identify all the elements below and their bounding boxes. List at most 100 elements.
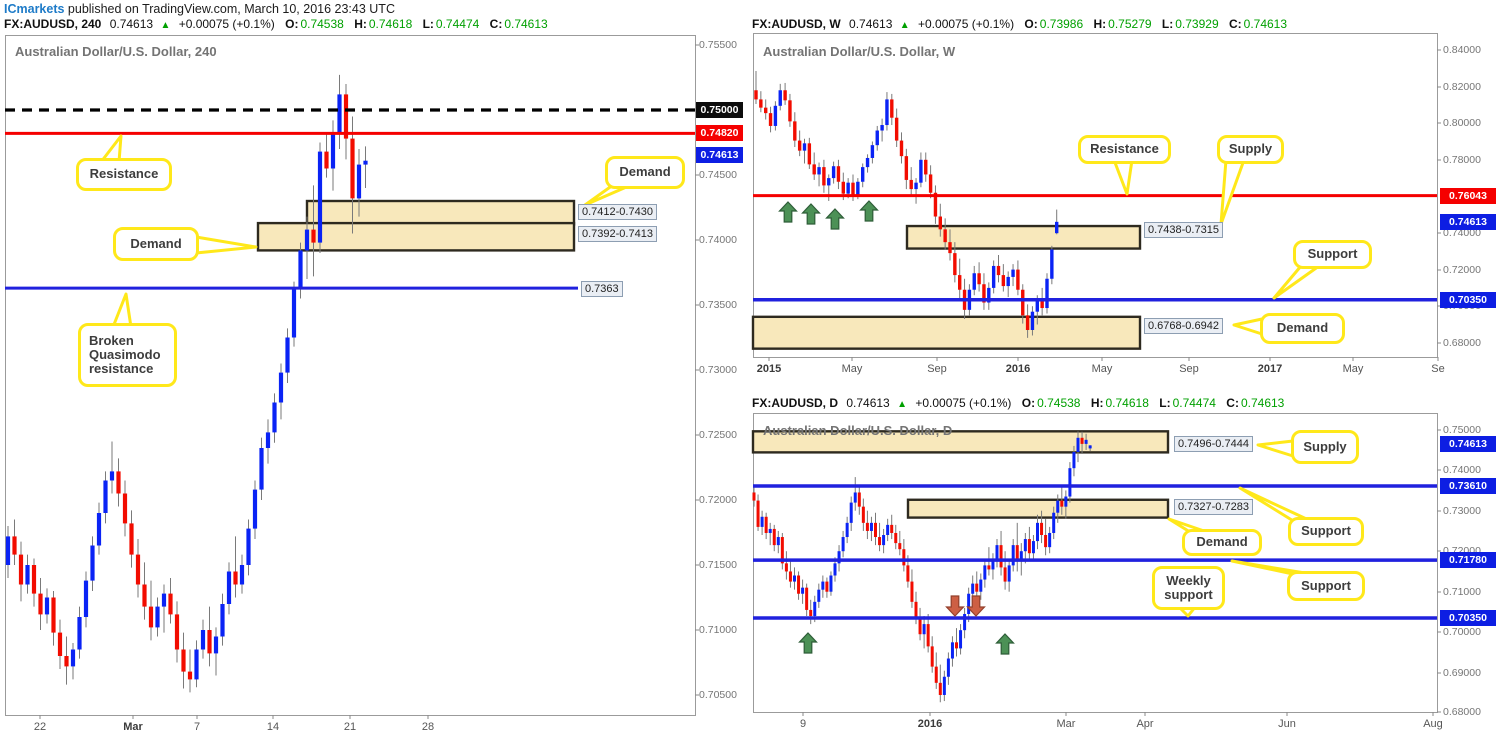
candle-down: [764, 516, 768, 533]
up-arrow-marker: [778, 201, 798, 223]
candle-up: [882, 535, 886, 546]
candle-down: [1044, 535, 1048, 548]
candle-up: [971, 583, 975, 594]
candle-up: [1068, 468, 1072, 497]
candle-down: [116, 471, 121, 494]
candle-up: [285, 337, 290, 373]
candle-up: [25, 565, 30, 585]
candle-up: [987, 287, 991, 303]
candle-up: [841, 537, 845, 552]
candle-up: [821, 581, 825, 590]
candle-down: [890, 524, 894, 533]
chart-d: [751, 413, 1441, 716]
candle-up: [226, 571, 232, 604]
candle-up: [853, 492, 857, 503]
candle-up: [1006, 276, 1010, 287]
candle-up: [103, 480, 108, 513]
candle-down: [865, 522, 869, 531]
candle-down: [38, 593, 43, 615]
candle-down: [928, 174, 933, 193]
candle-up: [914, 182, 918, 190]
candle-up: [70, 649, 76, 667]
candle-up: [1048, 532, 1052, 548]
candle-down: [142, 584, 147, 607]
candle-up: [837, 551, 841, 564]
candle-up: [827, 178, 831, 186]
candle-down: [918, 618, 922, 635]
candle-up: [1019, 551, 1023, 562]
up-arrow-marker: [825, 208, 845, 230]
candle-down: [1001, 275, 1006, 287]
candle-up: [801, 587, 805, 594]
up-arrow-marker: [798, 632, 818, 654]
candle-down: [906, 565, 910, 582]
candle-up: [330, 133, 336, 169]
candle-down: [1025, 315, 1030, 330]
down-arrow-marker: [945, 595, 965, 617]
candle-up: [278, 372, 284, 403]
candle-up: [979, 579, 983, 592]
candle-up: [363, 160, 368, 165]
candle-down: [924, 159, 928, 175]
candle-up: [1052, 512, 1056, 533]
candle-down: [809, 609, 813, 617]
candle-up: [773, 105, 778, 126]
candle-down: [797, 575, 801, 594]
candle-up: [991, 265, 996, 288]
candle-up: [817, 167, 821, 175]
candle-up: [946, 658, 950, 677]
candle-up: [265, 432, 271, 448]
candle-down: [343, 94, 349, 139]
candle-up: [317, 151, 323, 243]
candle-down: [174, 614, 180, 650]
candle-down: [754, 90, 758, 100]
candle-down: [1003, 567, 1007, 582]
candle-down: [783, 90, 787, 101]
candle-up: [870, 145, 875, 158]
candle-down: [759, 99, 763, 108]
candle-up: [1056, 500, 1060, 513]
candle-up: [865, 157, 870, 168]
supply-zone-0.7496-0.7444: [751, 430, 1170, 454]
candle-down: [784, 563, 788, 572]
candle-up: [1076, 437, 1080, 452]
candle-down: [148, 606, 154, 628]
candle-up: [291, 289, 297, 338]
candle-down: [874, 522, 877, 538]
candle-up: [239, 565, 245, 585]
candle-down: [324, 151, 329, 169]
candle-down: [1016, 269, 1020, 290]
candle-down: [914, 601, 918, 619]
demand-zone-0.6768-0.6942: [751, 315, 1142, 350]
candle-up: [967, 593, 971, 614]
candle-down: [57, 632, 63, 656]
candle-up: [833, 563, 837, 576]
candle-up: [829, 575, 833, 592]
candle-down: [910, 581, 914, 602]
candle-up: [983, 565, 987, 580]
candle-down: [975, 583, 979, 592]
candle-up: [1007, 565, 1011, 582]
candle-up: [942, 676, 946, 695]
candle-down: [64, 656, 69, 667]
candle-up: [1088, 445, 1092, 449]
candle-down: [793, 121, 797, 141]
candle-up: [194, 649, 199, 680]
candle-up: [959, 630, 963, 649]
candle-up: [991, 559, 995, 570]
candle-down: [898, 543, 902, 550]
candle-up: [259, 448, 264, 490]
candle-down: [764, 107, 768, 114]
up-arrow-marker: [859, 200, 879, 222]
candle-up: [200, 630, 206, 650]
candle-down: [31, 565, 37, 594]
candle-down: [999, 545, 1003, 568]
candle-down: [982, 284, 986, 303]
candle-up: [298, 250, 303, 290]
candle-down: [1015, 545, 1019, 562]
candle-down: [181, 649, 186, 672]
candle-down: [930, 646, 934, 667]
chart-w: [751, 33, 1441, 361]
candle-down: [768, 113, 773, 126]
candle-up: [220, 604, 225, 637]
